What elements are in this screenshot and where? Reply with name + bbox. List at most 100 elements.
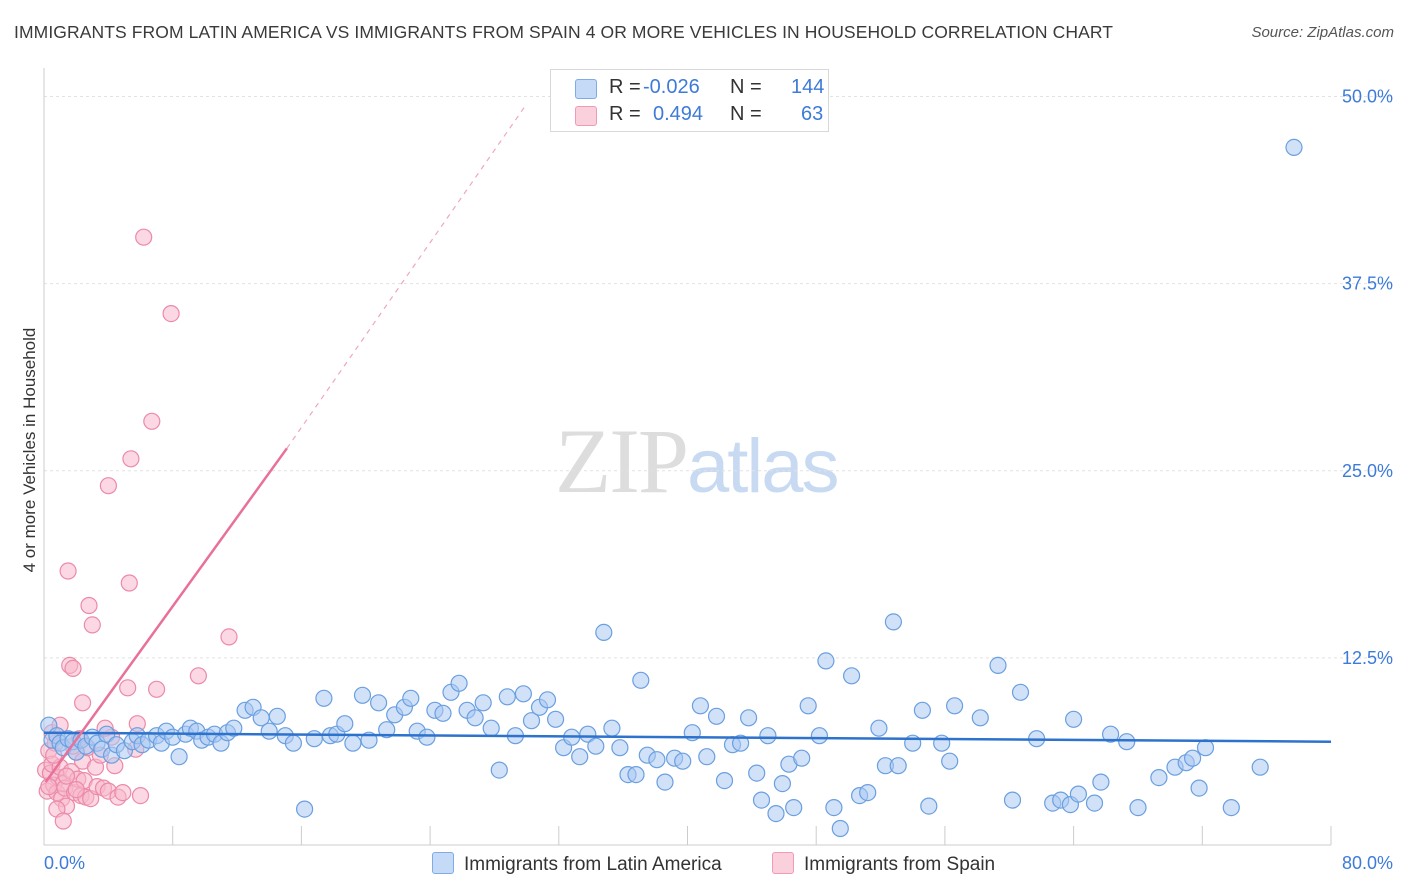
latin-america-point (538, 691, 557, 709)
latin-america-point (611, 739, 629, 757)
latin-america-point (691, 697, 710, 715)
bottom-legend-latin-america: Immigrants from Latin America (432, 852, 722, 876)
latin-america-point (1129, 798, 1147, 817)
latin-america-point (225, 719, 243, 737)
spain-point (131, 786, 150, 805)
latin-america-point (859, 783, 877, 802)
latin-america-trend-line (43, 731, 1332, 743)
spain-point (80, 596, 98, 615)
latin-america-point (482, 719, 500, 737)
latin-america-point (434, 704, 452, 722)
legend-n-label: N = (730, 103, 762, 125)
latin-america-point (1085, 794, 1104, 812)
spain-point (54, 812, 72, 830)
latin-america-point (418, 728, 436, 746)
spain-trend-extension (286, 103, 528, 449)
spain-point (114, 783, 132, 802)
latin-america-point (498, 688, 516, 706)
spain-point (143, 412, 161, 430)
spain-point (148, 680, 166, 698)
latin-america-point (1092, 773, 1110, 791)
latin-america-point (920, 797, 938, 815)
spain-point (57, 767, 76, 785)
spain-trend-line (44, 447, 288, 783)
legend-swatch-blue (575, 79, 597, 99)
latin-america-point (1118, 733, 1136, 751)
x-tick-label-max: 80.0% (1342, 853, 1393, 873)
watermark: ZIPatlas (555, 408, 840, 514)
latin-america-point (785, 798, 803, 817)
latin-america-point (674, 752, 692, 770)
chart-title: IMMIGRANTS FROM LATIN AMERICA VS IMMIGRA… (14, 22, 1114, 42)
spain-point (59, 562, 77, 580)
latin-america-point (296, 800, 314, 818)
latin-america-point (1285, 138, 1303, 156)
latin-america-point (260, 722, 278, 740)
latin-america-point (773, 774, 792, 793)
y-tick-label: 12.5% (1342, 648, 1393, 668)
latin-america-point (490, 761, 508, 779)
latin-america-point (1251, 758, 1269, 776)
latin-america-point (752, 791, 771, 809)
latin-america-point (402, 689, 420, 707)
latin-america-point (587, 737, 605, 755)
spain-point (73, 694, 92, 712)
watermark-atlas: atlas (687, 424, 840, 509)
latin-america-point (1183, 749, 1202, 767)
latin-america-point (842, 667, 861, 685)
latin-america-point (1222, 798, 1240, 817)
latin-america-point (474, 694, 492, 712)
bottom-legend-swatch-blue (432, 852, 454, 874)
latin-america-point (378, 721, 396, 739)
latin-america-point (1069, 785, 1088, 803)
latin-america-point (793, 749, 811, 767)
axes (43, 68, 1332, 846)
latin-america-points (40, 138, 1303, 838)
latin-america-point (344, 734, 362, 752)
spain-point (189, 667, 207, 685)
latin-america-point (1011, 683, 1030, 701)
latin-america-point (546, 710, 565, 728)
latin-america-point (707, 707, 726, 725)
grid-lines (44, 96, 1393, 659)
latin-america-point (305, 730, 323, 748)
latin-america-point (731, 734, 750, 752)
legend-r-label: R = (609, 76, 641, 98)
latin-america-point (715, 771, 734, 790)
latin-america-point (870, 719, 888, 737)
latin-america-point (739, 709, 758, 727)
latin-america-point (595, 623, 613, 642)
latin-america-point (913, 701, 932, 719)
spain-point (122, 450, 140, 468)
latin-america-point (945, 697, 964, 715)
legend-n-label: N = (730, 76, 762, 98)
y-tick-label: 50.0% (1342, 87, 1393, 107)
bottom-legend-swatch-pink (772, 852, 794, 874)
latin-america-point (825, 798, 843, 817)
legend-r-value: -0.026 (643, 76, 700, 98)
latin-america-point (522, 712, 541, 730)
source-credit: Source: ZipAtlas.com (1251, 24, 1394, 41)
y-axis-label: 4 or more Vehicles in Household (20, 327, 39, 573)
x-tick-label-min: 0.0% (44, 853, 85, 873)
latin-america-point (632, 671, 650, 689)
latin-america-point (889, 757, 907, 775)
y-tick-label: 37.5% (1342, 274, 1393, 294)
latin-america-point (450, 674, 468, 692)
legend-r-value: 0.494 (653, 103, 704, 125)
legend-swatch-pink (575, 106, 597, 126)
y-axis-label-wrap: 4 or more Vehicles in Household (18, 300, 42, 600)
trend-lines (43, 103, 1332, 783)
bottom-legend-label-latin-america: Immigrants from Latin America (464, 854, 722, 875)
spain-point (220, 628, 238, 646)
spain-point (67, 780, 85, 799)
spain-point (83, 616, 101, 634)
legend-n-value: 63 (801, 103, 824, 125)
latin-america-point (466, 709, 484, 727)
latin-america-point (810, 727, 829, 745)
legend-n-value: 144 (791, 76, 825, 98)
watermark-zip: ZIP (555, 410, 689, 512)
latin-america-point (627, 765, 645, 784)
spain-points (36, 228, 238, 830)
